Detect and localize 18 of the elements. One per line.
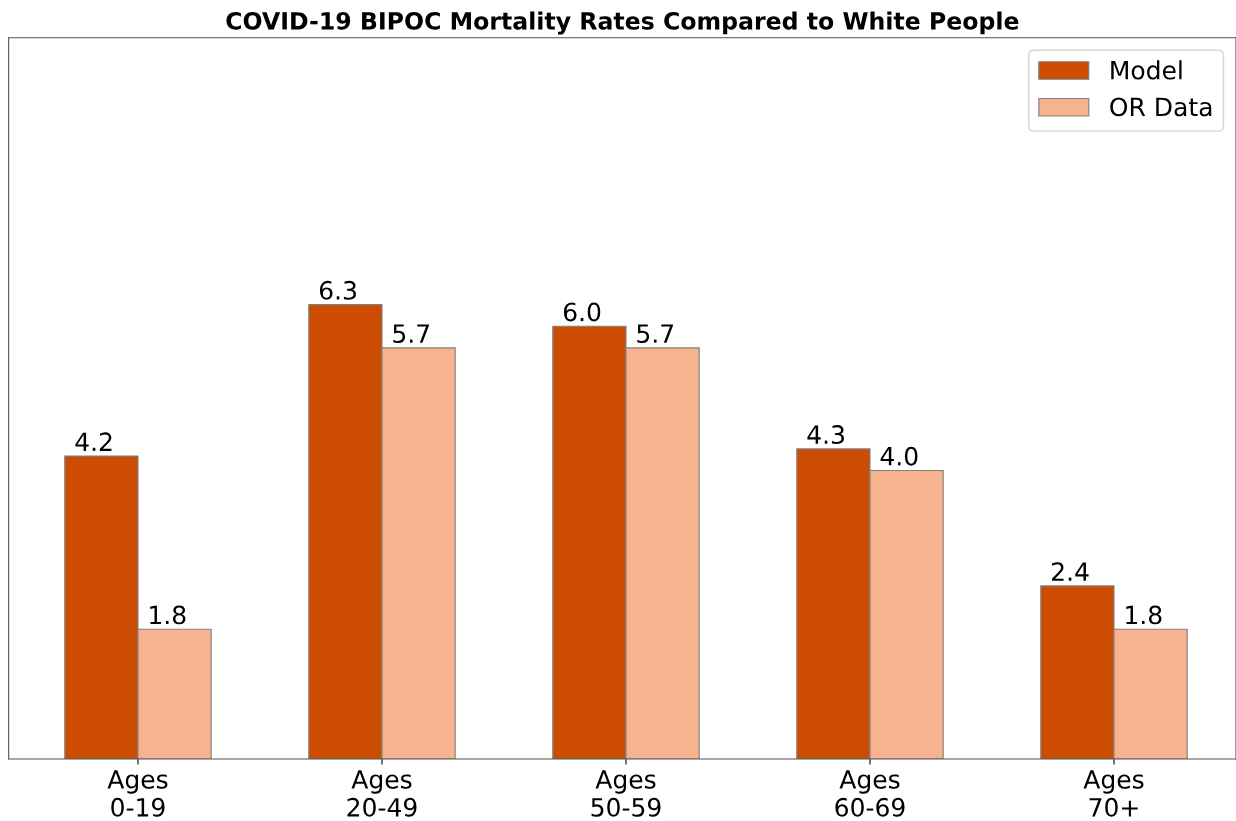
data-label: 5.7 bbox=[637, 324, 674, 344]
data-label: 2.4 bbox=[1052, 562, 1089, 581]
x-tick-label: Ages 50-59 bbox=[591, 770, 661, 817]
x-tick-label: Ages 20-49 bbox=[347, 770, 417, 817]
data-label: 6.0 bbox=[563, 302, 601, 322]
x-tick-label: Ages 70+ bbox=[1083, 770, 1144, 817]
data-label: 5.7 bbox=[393, 324, 429, 344]
data-label: 4.0 bbox=[880, 446, 918, 466]
data-label: 6.3 bbox=[319, 280, 356, 300]
x-tick-label: Ages 0-19 bbox=[107, 770, 168, 817]
chart-title: COVID-19 BIPOC Mortality Rates Compared to White People bbox=[226, 11, 1019, 35]
data-label: 4.2 bbox=[75, 432, 112, 451]
data-label: 1.8 bbox=[1126, 605, 1162, 625]
data-label: 1.8 bbox=[150, 605, 186, 625]
legend-label: Model bbox=[1111, 60, 1182, 80]
legend-label: OR Data bbox=[1110, 97, 1212, 117]
x-tick-label: Ages 60-69 bbox=[835, 770, 905, 817]
data-label: 4.3 bbox=[807, 425, 844, 445]
